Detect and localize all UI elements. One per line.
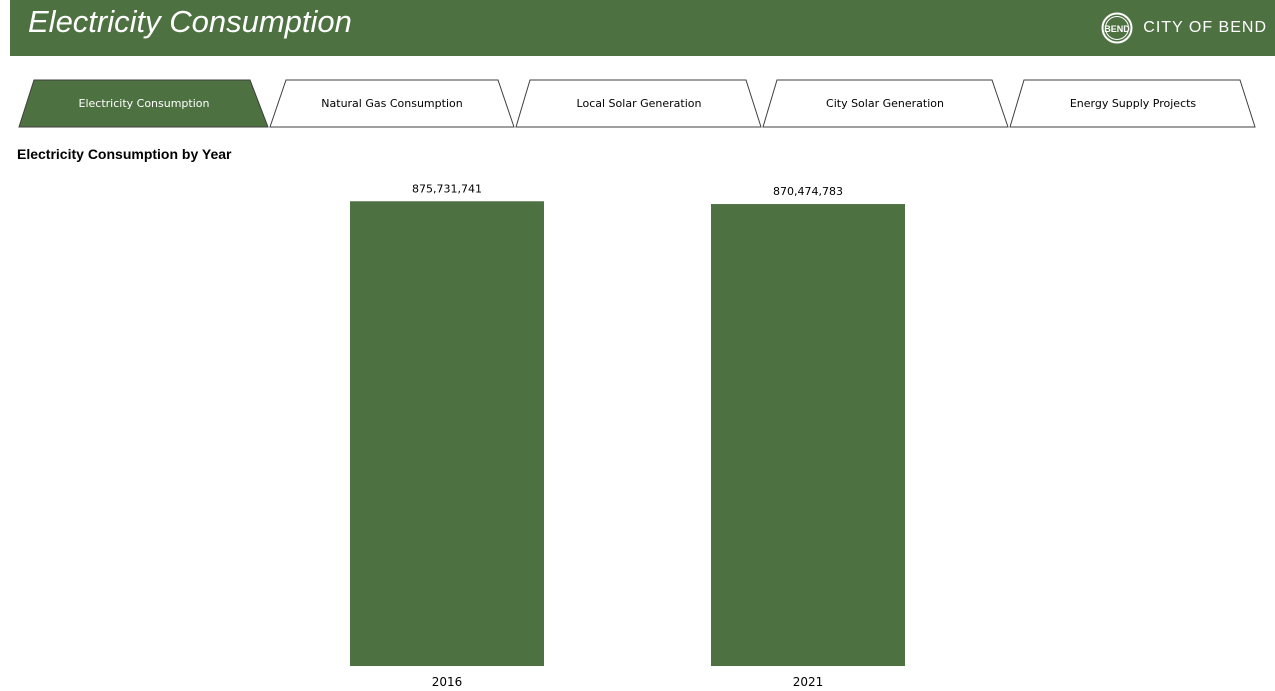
tab-bar: Electricity Consumption Natural Gas Cons…	[0, 78, 1275, 130]
tab-label: Natural Gas Consumption	[321, 97, 463, 110]
tab-label: Energy Supply Projects	[1069, 97, 1197, 110]
tab-outlines	[18, 79, 1256, 128]
seal-text: BEND	[1105, 24, 1131, 34]
chart-title: Electricity Consumption by Year	[17, 146, 232, 162]
tab-energy-supply-projects[interactable]: Energy Supply Projects	[1020, 80, 1246, 127]
tab-label: Local Solar Generation	[576, 97, 702, 110]
tab-shape-natural-gas	[269, 79, 515, 128]
tab-label: Electricity Consumption	[78, 97, 210, 110]
tab-city-solar-generation[interactable]: City Solar Generation	[772, 80, 998, 127]
city-logo: BEND CITY OF BEND	[1101, 10, 1267, 46]
tab-electricity-consumption[interactable]: Electricity Consumption	[30, 80, 258, 127]
x-tick-label: 2016	[432, 675, 463, 689]
x-tick-label: 2021	[793, 675, 824, 689]
tab-natural-gas-consumption[interactable]: Natural Gas Consumption	[280, 80, 504, 127]
tab-local-solar-generation[interactable]: Local Solar Generation	[526, 80, 752, 127]
tab-shape-energy-supply	[1009, 79, 1256, 128]
header-banner: Electricity Consumption BEND CITY OF BEN…	[10, 0, 1275, 56]
data-label: 875,731,741	[412, 182, 482, 195]
bar-2021[interactable]	[711, 204, 905, 666]
tab-label: City Solar Generation	[826, 97, 944, 110]
tab-shape-local-solar	[515, 79, 762, 128]
tab-shape-city-solar	[762, 79, 1009, 128]
data-label: 870,474,783	[773, 185, 843, 198]
page-title: Electricity Consumption	[28, 4, 352, 39]
city-seal-icon: BEND	[1101, 12, 1133, 44]
bar-2016[interactable]	[350, 201, 544, 667]
tab-shape-electricity	[18, 79, 269, 128]
logo-text: CITY OF BEND	[1143, 19, 1267, 36]
bar-chart: 875,731,741 2016 870,474,783 2021	[350, 182, 905, 689]
